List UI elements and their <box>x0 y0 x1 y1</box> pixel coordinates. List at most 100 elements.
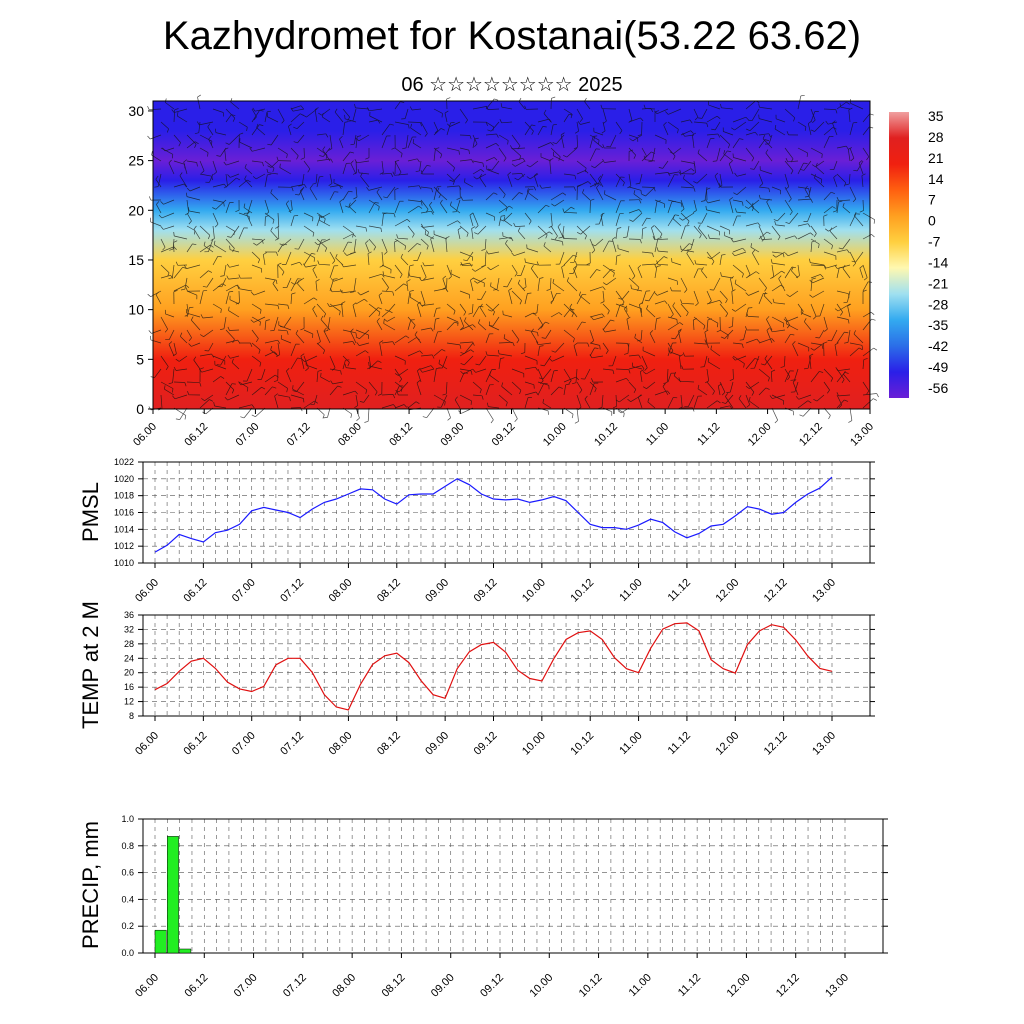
wind-barb-flag <box>808 188 810 193</box>
wind-barb-flag <box>226 275 229 280</box>
wind-barb <box>563 173 575 176</box>
chart-title: Kazhydromet for Kostanai(53.22 63.62) <box>162 14 862 58</box>
wind-barb-flag <box>853 330 856 335</box>
wind-barb-flag <box>846 145 849 150</box>
wind-barb-flag <box>168 159 172 164</box>
wind-barb <box>433 308 437 318</box>
wind-barb <box>316 176 320 188</box>
x-tick-label: 10.12 <box>577 972 605 1000</box>
wind-barb <box>160 238 166 248</box>
wind-barb-flag <box>217 255 222 258</box>
wind-barb <box>564 211 578 214</box>
wind-barb-flag <box>436 367 441 369</box>
wind-barb <box>524 212 532 222</box>
wind-barb <box>446 173 455 182</box>
wind-barb <box>446 277 448 288</box>
wind-barb-flag <box>810 232 814 236</box>
wind-barb <box>329 368 341 372</box>
wind-barb-flag <box>770 276 774 280</box>
wind-barb <box>734 121 747 131</box>
wind-barb <box>358 134 370 142</box>
wind-barb <box>407 401 417 409</box>
wind-barb-flag <box>719 300 723 304</box>
wind-barb <box>849 347 860 357</box>
wind-barb-flag <box>538 377 544 380</box>
wind-barb <box>459 108 468 121</box>
wind-barb-flag <box>598 175 602 180</box>
wind-barb <box>348 206 357 214</box>
wind-barb-flag <box>396 234 399 239</box>
wind-barb-flag <box>203 289 208 292</box>
wind-barb <box>485 133 497 136</box>
wind-barb-flag <box>440 154 443 159</box>
wind-barb <box>524 189 530 201</box>
wind-barb <box>212 108 224 113</box>
wind-barb-flag <box>227 174 231 178</box>
wind-barb <box>433 108 443 114</box>
wind-barb-flag <box>629 138 634 142</box>
wind-barb-flag <box>220 308 222 313</box>
wind-barb-flag <box>643 104 646 109</box>
wind-barb <box>179 175 188 188</box>
wind-barb <box>255 173 266 180</box>
wind-barb <box>329 265 335 279</box>
wind-barb <box>342 355 350 363</box>
wind-barb-flag <box>615 399 620 403</box>
wind-barb <box>156 204 162 214</box>
wind-barb-flag <box>313 257 315 262</box>
wind-barb <box>550 225 558 237</box>
wind-barb <box>612 239 617 253</box>
wind-barb-flag <box>431 188 433 193</box>
wind-barb <box>563 114 570 123</box>
wind-barb <box>433 368 437 383</box>
wind-barb <box>444 113 448 123</box>
wind-barb <box>656 108 669 115</box>
wind-barb-flag <box>488 324 493 327</box>
wind-barb-flag <box>330 278 334 282</box>
wind-barb <box>667 174 675 188</box>
wind-barb <box>725 396 734 409</box>
wind-barb-flag <box>383 319 385 324</box>
wind-barb-flag <box>300 407 303 412</box>
wind-barb <box>861 175 864 188</box>
wind-barb-flag <box>168 277 173 280</box>
wind-barb <box>412 142 422 149</box>
wind-barb <box>489 325 500 331</box>
wind-barb-flag <box>731 289 736 292</box>
wind-barb-flag <box>871 318 876 321</box>
wind-barb-flag <box>663 121 667 126</box>
wind-barb-flag <box>718 183 722 188</box>
wind-barb <box>589 182 599 188</box>
wind-barb-flag <box>720 272 722 277</box>
wind-barb <box>749 121 760 131</box>
wind-barb <box>836 173 847 184</box>
wind-barb <box>316 329 321 342</box>
wind-barb <box>407 158 418 162</box>
wind-barb-flag <box>383 212 388 215</box>
wind-barb <box>537 126 544 136</box>
wind-barb <box>262 254 266 266</box>
wind-barb-flag <box>750 243 752 248</box>
wind-barb-flag <box>186 192 188 197</box>
wind-barb-flag <box>360 172 363 177</box>
wind-barb <box>576 294 583 305</box>
wind-barb-flag <box>415 401 420 405</box>
wind-barb <box>842 238 851 250</box>
wind-barb <box>771 407 779 421</box>
wind-barb-flag <box>471 226 476 229</box>
wind-barb <box>164 388 175 396</box>
wind-barb <box>602 368 613 371</box>
wind-barb-flag <box>246 127 248 132</box>
wind-barb-flag <box>576 231 581 235</box>
wind-barb <box>209 173 214 183</box>
wind-barb-flag <box>261 239 264 244</box>
wind-barb-flag <box>236 284 240 289</box>
wind-barb <box>230 173 240 178</box>
wind-barb <box>745 381 755 393</box>
wind-barb <box>282 238 292 246</box>
wind-barb <box>485 98 495 110</box>
wind-barb-flag <box>355 138 360 142</box>
wind-barb <box>174 394 188 400</box>
wind-barb <box>772 329 786 333</box>
wind-barb <box>378 295 383 305</box>
